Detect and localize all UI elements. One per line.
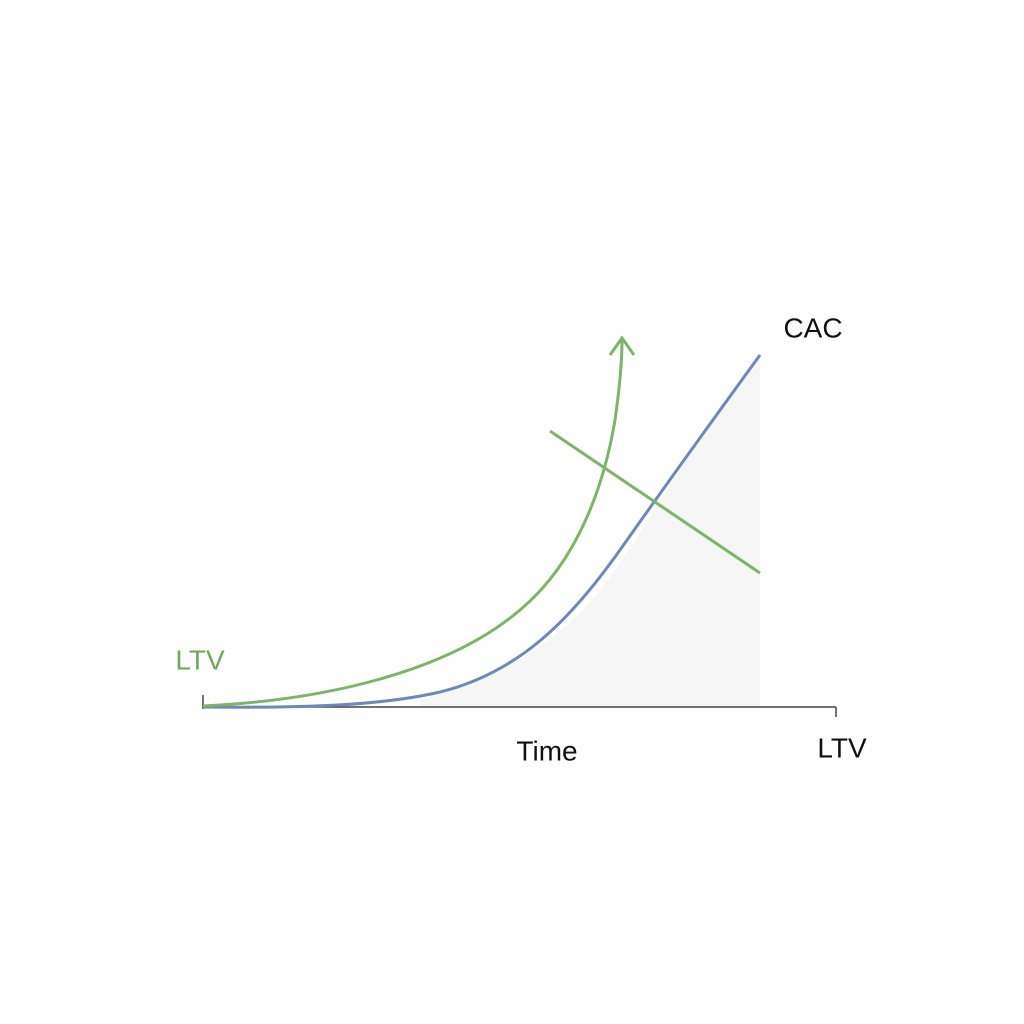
green-curve (202, 339, 624, 708)
green-line (549, 429, 761, 575)
time-label: Time (516, 735, 577, 766)
ltv-axis-label: LTV (817, 732, 867, 763)
arrow-head (608, 335, 636, 356)
cac-label: CAC (783, 312, 842, 343)
shaded-area (420, 355, 760, 707)
ltv-label: LTV (175, 644, 225, 675)
blue-curve (202, 354, 762, 709)
